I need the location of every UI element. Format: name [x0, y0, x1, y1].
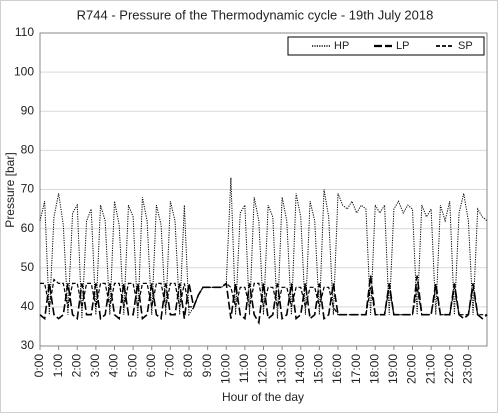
x-tick-label: 18:00: [367, 354, 381, 384]
x-tick-label: 20:00: [405, 354, 419, 384]
x-tick-label: 23:00: [461, 354, 475, 384]
x-tick-label: 5:00: [125, 354, 139, 378]
x-tick-label: 2:00: [69, 354, 83, 378]
x-tick-label: 14:00: [293, 354, 307, 384]
plot-border: [39, 32, 488, 347]
x-tick-label: 13:00: [274, 354, 288, 384]
chart-title: R744 - Pressure of the Thermodynamic cyc…: [77, 7, 434, 22]
y-tick-label: 30: [21, 338, 35, 352]
y-tick-label: 50: [21, 260, 35, 274]
y-tick-label: 40: [21, 299, 35, 313]
y-axis-label: Pressure [bar]: [3, 152, 17, 227]
y-tick-label: 100: [14, 64, 34, 78]
x-tick-label: 10:00: [218, 354, 232, 384]
x-tick-label: 17:00: [349, 354, 363, 384]
x-tick-label: 1:00: [51, 354, 65, 378]
x-tick-label: 7:00: [163, 354, 177, 378]
x-tick-label: 0:00: [32, 354, 46, 378]
x-axis-label: Hour of the day: [222, 390, 304, 404]
x-tick-label: 19:00: [386, 354, 400, 384]
legend-label: LP: [396, 40, 409, 52]
line-sp: [40, 278, 487, 316]
x-tick-label: 11:00: [237, 354, 251, 383]
y-tick-label: 90: [21, 103, 35, 117]
legend-label: SP: [458, 40, 473, 52]
x-tick-label: 8:00: [181, 354, 195, 378]
x-tick-label: 9:00: [200, 354, 214, 378]
x-tick-label: 22:00: [442, 354, 456, 384]
legend-label: HP: [334, 40, 349, 52]
x-tick-label: 21:00: [423, 354, 437, 384]
x-tick-label: 4:00: [107, 354, 121, 378]
line-lp: [39, 275, 488, 325]
x-tick-label: 12:00: [256, 354, 270, 384]
y-tick-label: 60: [21, 221, 35, 235]
y-tick-label: 110: [15, 25, 34, 39]
x-tick-label: 15:00: [312, 354, 326, 384]
x-tick-label: 16:00: [330, 354, 344, 384]
y-tick-label: 80: [21, 143, 35, 157]
y-tick-label: 70: [21, 182, 35, 196]
x-tick-label: 3:00: [88, 354, 102, 378]
legend: HP LP SP: [287, 36, 485, 56]
x-tick-label: 6:00: [144, 354, 158, 378]
